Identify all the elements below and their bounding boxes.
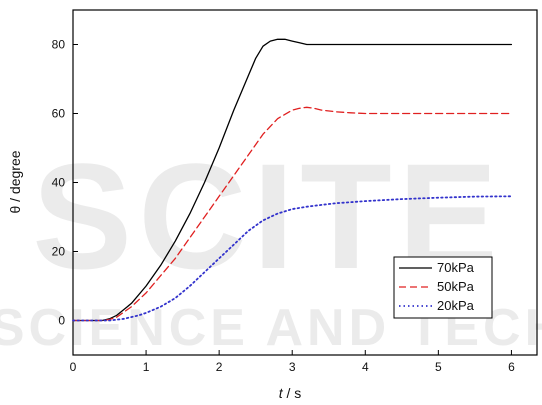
x-tick-label: 1 xyxy=(143,360,150,374)
x-tick-label: 3 xyxy=(289,360,296,374)
x-axis-label-variable: t xyxy=(279,385,284,401)
x-tick-label: 6 xyxy=(508,360,515,374)
x-tick-label: 4 xyxy=(362,360,369,374)
y-tick-label: 60 xyxy=(52,107,66,121)
series-line-20kpa xyxy=(72,195,513,322)
legend: 70kPa 50kPa 20kPa xyxy=(393,256,493,319)
y-tick-label: 20 xyxy=(52,245,66,259)
x-axis-label: t / s xyxy=(279,385,302,401)
series-line-50kpa xyxy=(72,106,513,322)
legend-label-70kpa: 70kPa xyxy=(437,260,475,275)
series-line-70kpa xyxy=(72,38,513,322)
watermark: SCITE SCIENCE AND TECH xyxy=(0,132,542,357)
y-axis-label: θ / degree xyxy=(7,150,23,213)
legend-label-20kpa: 20kPa xyxy=(437,298,475,313)
x-tick-label: 2 xyxy=(216,360,223,374)
y-tick-label: 80 xyxy=(52,38,66,52)
x-tick-label: 5 xyxy=(435,360,442,374)
series-lines xyxy=(72,38,513,322)
y-tick-label: 40 xyxy=(52,176,66,190)
x-axis-label-unit: / s xyxy=(283,385,302,401)
legend-label-50kpa: 50kPa xyxy=(437,279,475,294)
y-tick-label: 0 xyxy=(58,314,65,328)
x-tick-label: 0 xyxy=(70,360,77,374)
